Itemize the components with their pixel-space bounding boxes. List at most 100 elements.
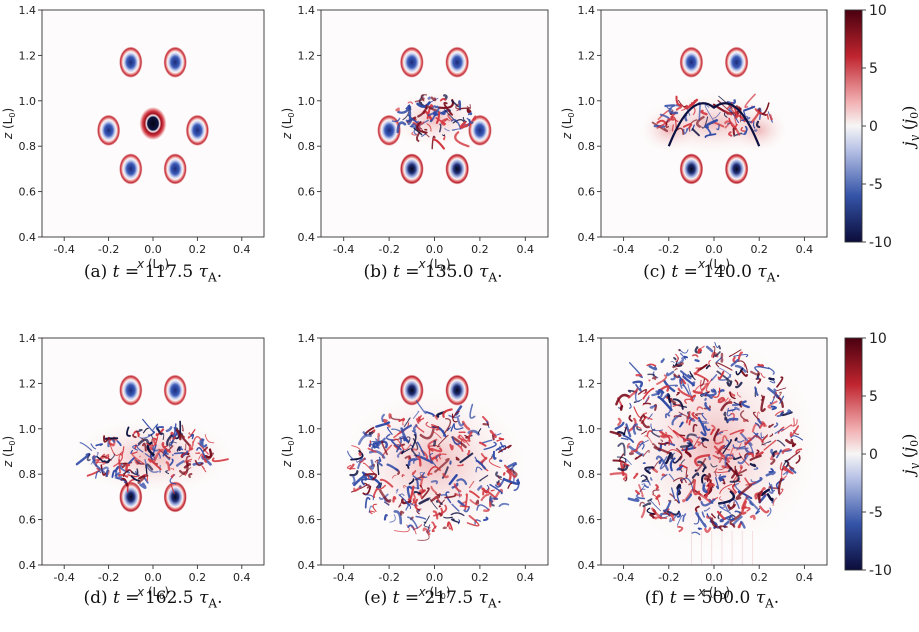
colorbar-label: jy (j0) [899,434,919,478]
current-sheet [763,439,777,451]
current-sheet [729,429,745,436]
current-sheet [458,434,470,446]
current-sheet [693,372,709,383]
current-sheet [457,463,464,467]
current-sheet [670,360,675,364]
current-sheet [740,126,747,132]
colorbar-label: jy (j0) [899,106,919,150]
current-sheet [679,478,683,484]
colorbar-tick-label: 0 [869,447,878,463]
current-density-map [342,374,527,541]
current-sheet [649,405,657,409]
current-sheet [415,400,427,415]
current-sheet [683,437,694,443]
current-sheet [701,473,706,484]
current-sheet [776,387,787,392]
current-sheet [679,434,686,437]
current-sheet [712,346,716,359]
current-sheet [459,452,474,464]
caption-a: (a) t = 117.5 τA. [83,262,223,285]
current-sheet [760,372,766,378]
current-sheet [760,488,771,497]
current-sheet [657,395,673,412]
current-sheet [401,474,405,478]
current-sheet [711,513,716,519]
current-sheet [714,441,723,445]
current-sheet [774,428,785,434]
panel-e: -0.4 -0.2 0.0 0.2 0.4 0.4 0.6 0.8 1.0 1.2 1.4 x (L0… [280,332,549,601]
current-sheet [682,513,687,522]
current-sheet [401,448,410,454]
current-sheet [730,469,738,479]
current-sheet [391,117,401,123]
current-sheet [658,430,673,444]
current-sheet [718,373,732,381]
current-sheet [401,435,409,443]
current-sheet [786,409,792,415]
current-sheet [692,389,703,395]
current-sheet [752,435,765,444]
current-sheet [372,440,388,449]
current-sheet [633,472,639,479]
current-sheet [614,421,625,430]
current-sheet [642,502,652,508]
current-sheet [692,354,699,358]
flux-tube [399,153,424,185]
current-sheet [669,457,676,472]
current-sheet [467,431,473,443]
current-sheet [697,496,702,501]
current-density-map [640,46,788,185]
current-sheet [431,135,436,150]
current-sheet [713,471,717,477]
current-sheet [676,375,682,382]
current-sheet [411,433,417,449]
current-sheet [136,428,143,433]
current-sheet [466,108,472,114]
current-sheet [740,369,748,377]
current-sheet [617,417,622,426]
current-sheet [481,487,488,494]
current-sheet [641,430,648,435]
y-tick-label: 0.4 [578,231,596,244]
current-sheet [672,403,688,408]
current-sheet [640,474,650,483]
current-sheet [760,394,764,401]
current-sheet [625,423,632,438]
current-sheet [423,515,430,524]
x-tick-label: 0.2 [471,571,489,584]
colorbar-tick-label: 10 [869,331,887,347]
current-sheet [675,447,683,461]
current-sheet [486,420,490,429]
current-sheet [790,435,804,441]
current-sheet [700,378,706,387]
current-sheet [653,124,666,128]
current-sheet [357,434,372,446]
current-sheet [139,482,147,490]
current-sheet [704,397,707,401]
current-sheet [728,398,733,404]
y-tick-label: 0.6 [578,514,596,527]
current-sheet [675,95,683,107]
x-axis-label: x (L0) [136,257,169,273]
current-sheet [405,464,410,469]
current-sheet [781,448,791,454]
current-sheet [435,111,441,124]
current-sheet [670,115,679,123]
current-sheet [689,416,696,422]
current-sheet [697,527,703,531]
current-sheet [658,458,663,465]
current-sheet [152,437,158,446]
current-sheet [700,379,706,391]
current-sheet [719,514,733,523]
y-tick-label: 0.8 [578,468,596,481]
current-sheet [609,472,628,481]
current-sheet [700,109,708,116]
y-tick-label: 1.4 [298,4,316,17]
current-sheet [468,490,480,499]
current-sheet [729,447,735,459]
current-sheet [702,422,709,424]
current-sheet [667,425,679,439]
current-sheet [102,466,109,470]
current-sheet [489,497,499,503]
current-sheet [627,497,640,502]
